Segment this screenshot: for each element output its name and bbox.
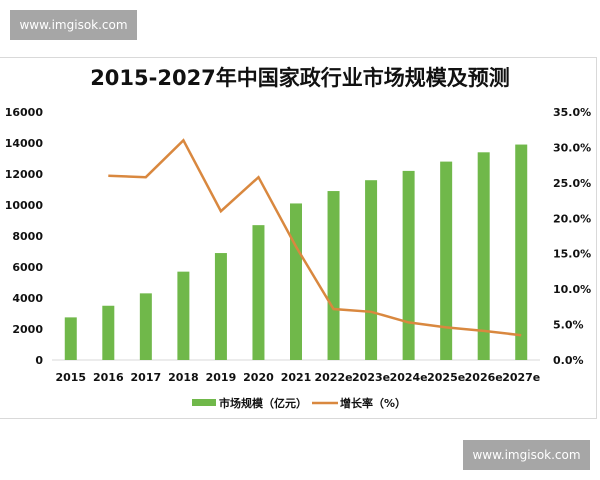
x-tick-label: 2023e bbox=[352, 371, 390, 384]
legend-swatch-bar bbox=[192, 399, 216, 406]
y-axis-right: 0.0% 5.0% 10.0% 15.0% 20.0% 25.0% 30.0% 35.0% bbox=[553, 106, 591, 367]
bar bbox=[365, 180, 378, 360]
bar bbox=[402, 170, 415, 360]
x-tick-label: 2027e bbox=[502, 371, 540, 384]
watermark-top: www.imgisok.com bbox=[10, 10, 137, 40]
y-axis-left: 0 2000 4000 6000 8000 10000 12000 14000 16000 bbox=[5, 106, 44, 367]
y2-tick-label: 5.0% bbox=[553, 319, 584, 332]
bar-series-market-size bbox=[64, 144, 528, 360]
y-tick-label: 6000 bbox=[12, 261, 43, 274]
x-tick-label: 2026e bbox=[465, 371, 503, 384]
bar bbox=[290, 203, 302, 360]
y-tick-label: 14000 bbox=[5, 137, 44, 150]
bar bbox=[214, 253, 227, 360]
y-tick-label: 2000 bbox=[12, 323, 43, 336]
line-series-growth-rate bbox=[108, 138, 522, 337]
legend-label-growth-rate: 增长率（%） bbox=[340, 396, 406, 410]
y2-tick-label: 25.0% bbox=[553, 177, 591, 190]
x-tick-label: 2025e bbox=[427, 371, 465, 384]
x-tick-label: 2015 bbox=[55, 371, 86, 384]
bar bbox=[102, 305, 115, 360]
x-tick-label: 2022e bbox=[314, 371, 352, 384]
legend-label-market-size: 市场规模（亿元） bbox=[219, 396, 307, 410]
bar bbox=[64, 317, 77, 360]
chart-title: 2015-2027年中国家政行业市场规模及预测 bbox=[90, 66, 510, 90]
x-tick-label: 2017 bbox=[131, 371, 162, 384]
y2-tick-label: 15.0% bbox=[553, 248, 591, 261]
watermark-bottom: www.imgisok.com bbox=[463, 440, 590, 470]
bar bbox=[327, 191, 340, 360]
y2-tick-label: 20.0% bbox=[553, 212, 591, 225]
y2-tick-label: 30.0% bbox=[553, 141, 591, 154]
y-tick-label: 4000 bbox=[12, 292, 43, 305]
y2-tick-label: 0.0% bbox=[553, 354, 584, 367]
x-tick-label: 2020 bbox=[243, 371, 274, 384]
x-axis: 2015 2016 2017 2018 2019 2020 2021 2022e 2023e 20… bbox=[52, 359, 540, 384]
chart-legend: 市场规模（亿元） 增长率（%） bbox=[192, 396, 406, 410]
y-tick-label: 10000 bbox=[5, 199, 44, 212]
growth-rate-line bbox=[108, 138, 522, 337]
bar bbox=[252, 225, 265, 360]
x-tick-label: 2024e bbox=[390, 371, 428, 384]
x-tick-label: 2016 bbox=[93, 371, 124, 384]
y-tick-label: 8000 bbox=[12, 230, 43, 243]
x-tick-label: 2018 bbox=[168, 371, 199, 384]
bar bbox=[477, 152, 490, 360]
y-tick-label: 0 bbox=[35, 354, 43, 367]
x-tick-label: 2021 bbox=[281, 371, 312, 384]
y2-tick-label: 35.0% bbox=[553, 106, 591, 119]
y-tick-label: 16000 bbox=[5, 106, 44, 119]
bar bbox=[440, 161, 453, 360]
y-tick-label: 12000 bbox=[5, 168, 44, 181]
bar bbox=[139, 293, 152, 360]
y2-tick-label: 10.0% bbox=[553, 283, 591, 296]
x-tick-label: 2019 bbox=[206, 371, 237, 384]
chart-frame bbox=[0, 57, 597, 419]
bar bbox=[177, 271, 190, 360]
bar bbox=[515, 144, 528, 360]
